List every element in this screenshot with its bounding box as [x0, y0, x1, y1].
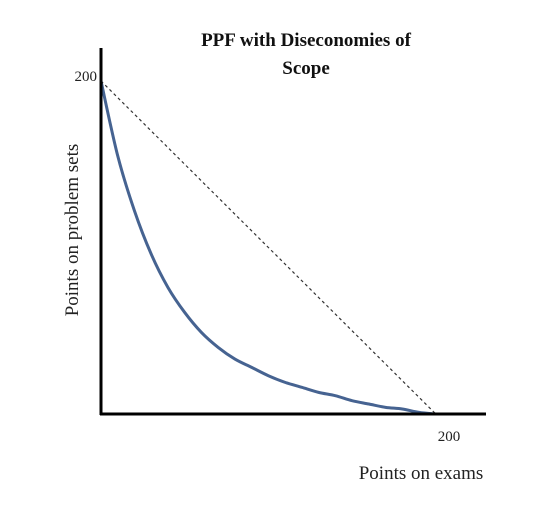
plot-area: [99, 79, 438, 416]
chart-title-line-2: Scope: [282, 58, 330, 79]
ppf-curve: [99, 79, 438, 416]
y-axis-label: Points on problem sets: [62, 144, 83, 317]
chart-title-line-1: PPF with Diseconomies of: [201, 30, 412, 51]
y-tick-label-200: 200: [75, 69, 98, 85]
dashed-reference-line: [100, 80, 437, 415]
x-tick-label-200: 200: [438, 429, 461, 445]
x-axis-label: Points on exams: [359, 463, 484, 484]
